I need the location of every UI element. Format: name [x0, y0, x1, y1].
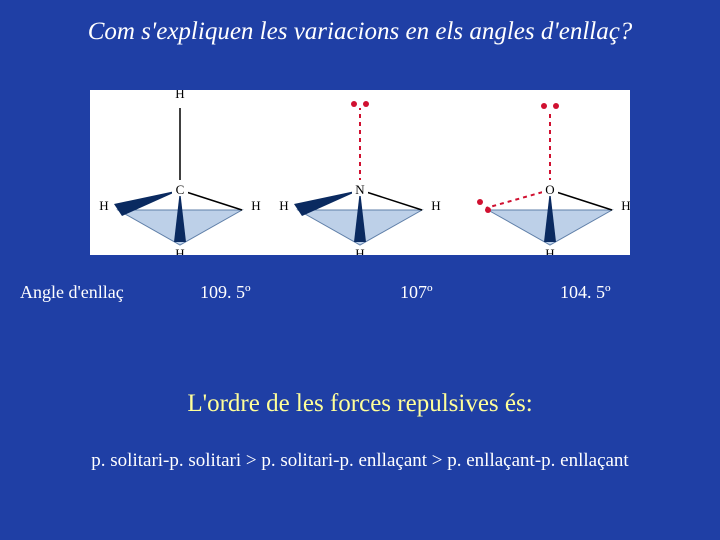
molecule-methane: C H H H H [90, 90, 270, 255]
order-line-text: p. solitari-p. solitari > p. solitari-p.… [91, 450, 628, 471]
angle-value-2-text: 104. 5º [560, 282, 611, 302]
order-title: L'ordre de les forces repulsives és: [0, 390, 720, 418]
molecule-diagram-strip: C H H H H N H H H O H H [90, 90, 630, 255]
methane-svg: C H H H H [90, 90, 270, 255]
water-svg: O H H [450, 90, 630, 255]
slide-root: Com s'expliquen les variacions en els an… [0, 0, 720, 540]
svg-text:H: H [621, 198, 630, 213]
svg-text:H: H [175, 246, 184, 255]
angle-row-label-text: Angle d'enllaç [20, 282, 124, 302]
molecule-ammonia: N H H H [270, 90, 450, 255]
svg-text:H: H [99, 198, 108, 213]
svg-text:C: C [176, 182, 185, 197]
slide-title: Com s'expliquen les variacions en els an… [40, 18, 680, 46]
molecule-water: O H H [450, 90, 630, 255]
svg-text:H: H [355, 246, 364, 255]
svg-text:H: H [431, 198, 440, 213]
order-line: p. solitari-p. solitari > p. solitari-p.… [0, 450, 720, 472]
svg-text:O: O [545, 182, 554, 197]
svg-text:H: H [175, 90, 184, 101]
angle-value-1: 107º [400, 282, 433, 303]
svg-text:H: H [545, 246, 554, 255]
angle-value-0: 109. 5º [200, 282, 251, 303]
slide-title-text: Com s'expliquen les variacions en els an… [88, 18, 633, 45]
svg-text:H: H [279, 198, 288, 213]
angle-value-1-text: 107º [400, 282, 433, 302]
order-title-text: L'ordre de les forces repulsives és: [187, 390, 532, 417]
angle-value-2: 104. 5º [560, 282, 611, 303]
ammonia-svg: N H H H [270, 90, 450, 255]
svg-text:N: N [355, 182, 365, 197]
svg-text:H: H [251, 198, 260, 213]
angle-value-0-text: 109. 5º [200, 282, 251, 302]
angle-row-label: Angle d'enllaç [20, 282, 124, 303]
